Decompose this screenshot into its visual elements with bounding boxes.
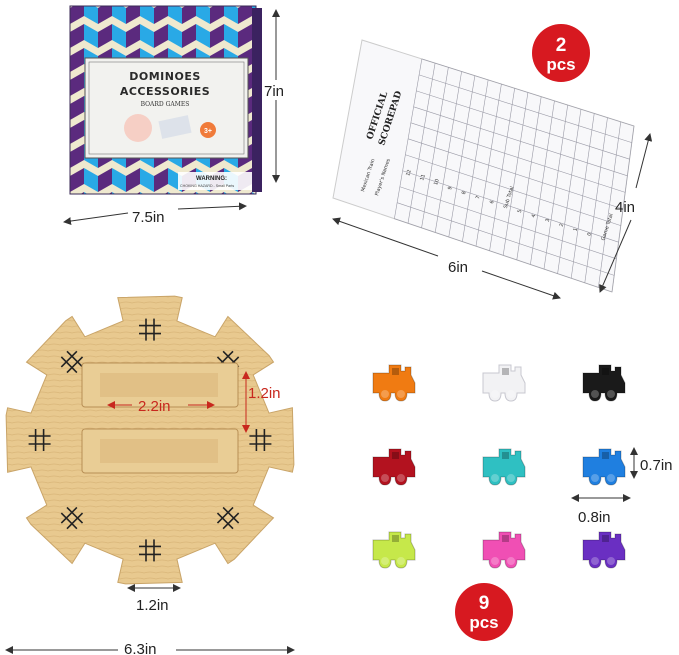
scorepad-row-label: 7 (475, 195, 482, 200)
pad-height-arrow (635, 133, 653, 189)
warning-detail: CHOKING HAZARD - Small Parts (180, 184, 234, 188)
box-width-label: 7.5in (132, 209, 165, 226)
box-subtitle: BOARD GAMES (141, 101, 190, 108)
train-marker-icon (372, 448, 416, 486)
warning-label: WARNING: (196, 176, 227, 182)
train-marker-icon (372, 364, 416, 402)
hash-mark-icon (139, 539, 161, 562)
train-marker-icon (372, 531, 416, 569)
pad-height-label: 4in (615, 199, 635, 216)
svg-text:2: 2 (556, 35, 567, 56)
hub-diameter-label: 6.3in (124, 641, 157, 655)
hash-mark-icon (60, 350, 84, 374)
scorepad: OFFICIAL SCOREPAD Mexican Train Player's… (332, 39, 635, 293)
box-title-line1: DOMINOES (129, 70, 201, 83)
notch-width-label: 1.2in (136, 597, 169, 614)
age-badge (200, 122, 216, 138)
box-hub-thumbnail (124, 114, 152, 142)
scorepad-row-label: 9 (447, 186, 454, 191)
scorepad-row-label: 11 (419, 174, 427, 182)
scorepad-row-label: 2 (559, 223, 566, 228)
train-marker-icon (582, 448, 626, 486)
train-height-label: 0.7in (640, 457, 673, 474)
box-height-label: 7in (264, 83, 284, 100)
dominoes-box: DOMINOES ACCESSORIES BOARD GAMES 3+ WARN… (69, 5, 262, 195)
pad-width-label: 6in (448, 259, 468, 276)
hash-mark-icon (216, 506, 240, 530)
train-marker-icon (582, 531, 626, 569)
train-marker-icon (482, 364, 526, 402)
scorepad-row-label: 4 (531, 214, 538, 219)
svg-text:pcs: pcs (469, 613, 498, 632)
box-title-line2: ACCESSORIES (120, 85, 210, 98)
hash-mark-icon (60, 506, 84, 530)
scorepad-row-label: 0 (586, 232, 593, 237)
train-marker-icon (582, 364, 626, 402)
scorepad-row-label: 5 (517, 209, 524, 214)
train-marker-icon (482, 448, 526, 486)
mexican-train-hub (5, 295, 295, 585)
hash-mark-icon (249, 429, 272, 451)
train-width-label: 0.8in (578, 509, 611, 526)
hash-mark-icon (139, 318, 161, 341)
train-markers (372, 364, 626, 569)
scorepad-count-badge (532, 24, 590, 82)
svg-text:9: 9 (479, 593, 490, 614)
train-marker-icon (482, 531, 526, 569)
scorepad-row-label: 1 (573, 227, 580, 232)
box-width-arrow (63, 212, 129, 225)
scorepad-row-label: 8 (461, 190, 468, 195)
slot-width-label: 1.2in (248, 385, 281, 402)
scorepad-row-label: 10 (433, 178, 441, 186)
scorepad-row-label: 12 (405, 169, 413, 177)
svg-text:pcs: pcs (546, 55, 575, 74)
box-scorepad-thumbnail (158, 115, 192, 139)
slot-length-label: 2.2in (138, 398, 171, 415)
scorepad-row-label: 3 (545, 218, 552, 223)
scorepad-row-label: 6 (489, 200, 496, 205)
pad-width-arrow (332, 217, 439, 257)
svg-text:3+: 3+ (204, 128, 212, 135)
trains-count-badge (455, 583, 513, 641)
hash-mark-icon (28, 429, 51, 451)
